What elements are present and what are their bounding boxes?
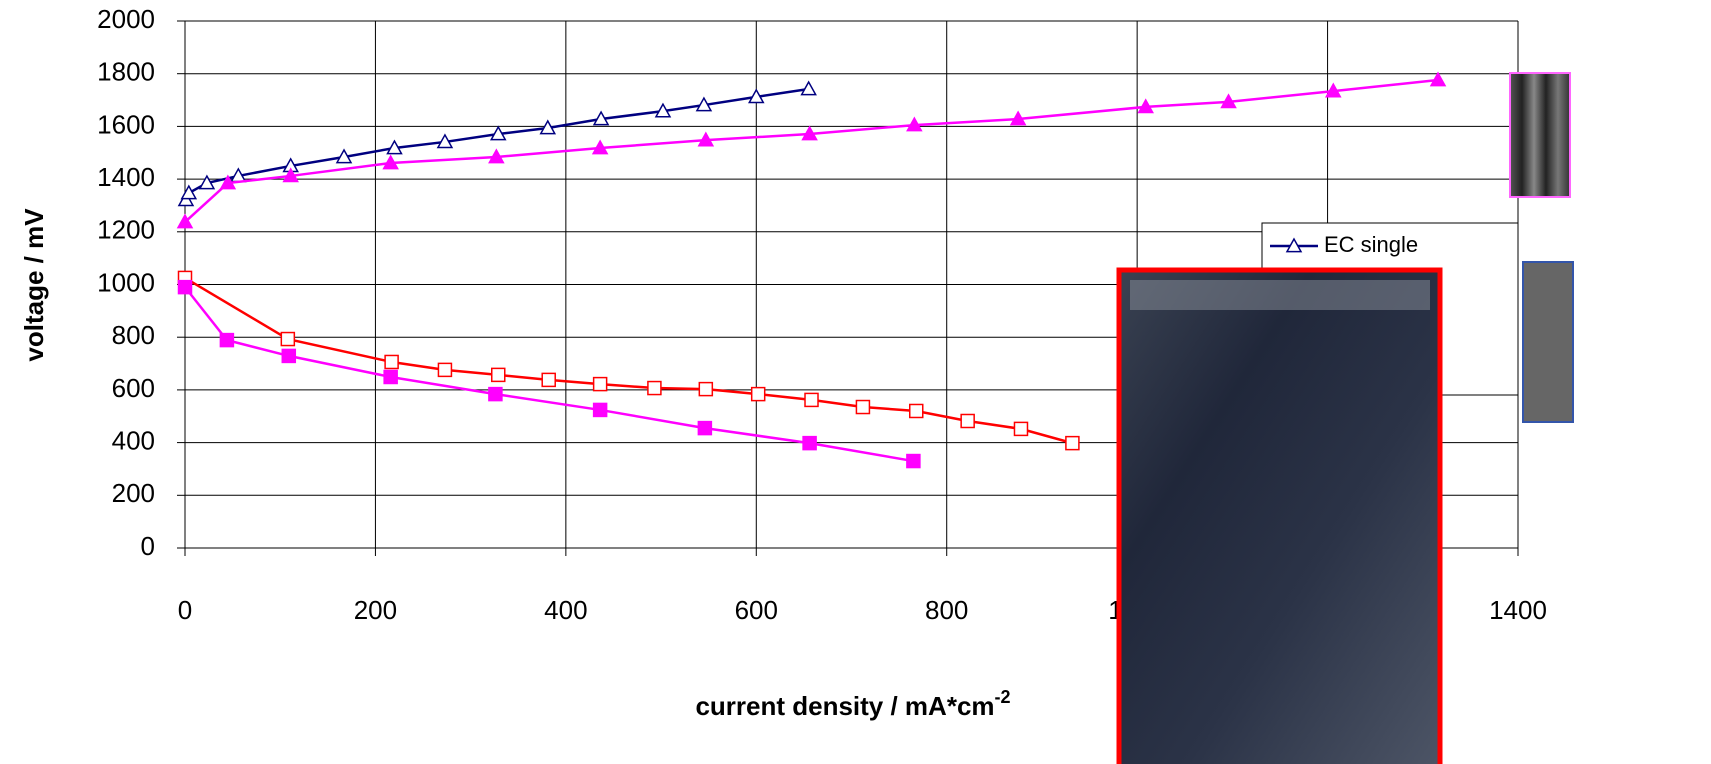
marker (1065, 435, 1080, 451)
marker (491, 367, 506, 383)
marker (697, 420, 713, 436)
marker (592, 110, 610, 126)
marker (804, 392, 819, 408)
y-tick-label: 0 (141, 531, 155, 561)
marker (906, 453, 921, 469)
marker (802, 435, 817, 451)
y-tick-label: 1000 (97, 267, 155, 297)
photo-large (1116, 267, 1443, 764)
marker (488, 148, 505, 164)
marker (437, 362, 453, 378)
marker (1429, 71, 1447, 87)
y-tick-label: 800 (112, 320, 155, 350)
legend-marker (1285, 237, 1303, 253)
legend-label: EC single (1324, 232, 1418, 257)
x-axis-title: current density / mA*cm-2 (695, 687, 1010, 721)
y-tick-label: 1600 (97, 109, 155, 139)
y-tick-label: 600 (112, 373, 155, 403)
marker (1220, 93, 1237, 109)
x-tick-label: 1400 (1489, 595, 1547, 625)
marker (382, 154, 399, 170)
marker (177, 279, 193, 295)
x-tick-label: 0 (178, 595, 192, 625)
y-tick-label: 1400 (97, 162, 155, 192)
marker (1013, 421, 1029, 437)
y-tick-label: 2000 (97, 4, 155, 34)
marker (800, 80, 817, 96)
marker (647, 380, 662, 396)
y-tick-label: 1200 (97, 215, 155, 245)
x-tick-label: 400 (544, 595, 587, 625)
marker (282, 167, 299, 183)
y-tick-label: 200 (112, 478, 155, 508)
marker (1009, 110, 1027, 126)
marker (908, 403, 924, 419)
marker (1325, 82, 1342, 98)
y-tick-label: 1800 (97, 57, 155, 87)
marker (748, 88, 765, 104)
marker (219, 332, 235, 348)
photo-small-top (1509, 72, 1571, 198)
marker (176, 213, 194, 229)
marker (697, 131, 715, 147)
marker (488, 386, 503, 402)
photos (1116, 72, 1574, 764)
marker (219, 174, 237, 190)
series-line (184, 276, 1073, 445)
marker (592, 402, 608, 418)
marker (750, 386, 766, 402)
marker (180, 184, 198, 200)
marker (654, 102, 672, 118)
marker (436, 133, 454, 149)
y-tick-label: 400 (112, 425, 155, 455)
marker (198, 174, 216, 190)
marker (1137, 98, 1154, 114)
series-line (184, 78, 1439, 223)
marker (591, 139, 609, 155)
x-axis-title-sup: -2 (995, 687, 1011, 707)
x-tick-label: 200 (354, 595, 397, 625)
marker (383, 369, 398, 385)
y-axis-title: voltage / mV (19, 208, 49, 362)
x-tick-label: 600 (735, 595, 778, 625)
marker (801, 125, 818, 141)
marker (698, 381, 714, 397)
marker (960, 413, 975, 429)
x-axis-title-text: current density / mA*cm (695, 691, 994, 721)
series-line (184, 87, 809, 201)
x-tick-label: 800 (925, 595, 968, 625)
marker (855, 399, 871, 415)
marker (541, 372, 556, 388)
marker (695, 96, 713, 112)
marker (384, 354, 399, 370)
photo-highlight (1130, 280, 1430, 310)
marker (386, 139, 403, 155)
marker (906, 116, 923, 132)
marker (539, 119, 557, 135)
marker (335, 148, 353, 164)
marker (592, 376, 608, 392)
photo-small-bottom (1522, 261, 1574, 423)
marker (489, 125, 507, 141)
marker (281, 348, 297, 364)
marker (280, 331, 296, 347)
